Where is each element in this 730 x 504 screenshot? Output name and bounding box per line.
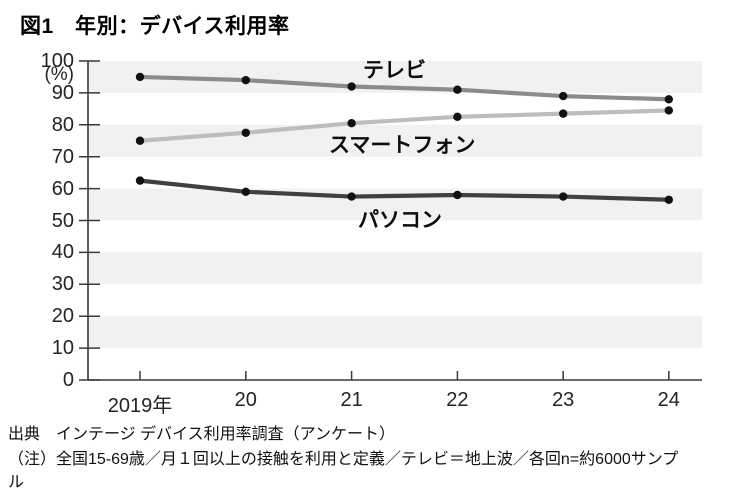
- y-axis-unit-label: (%): [44, 64, 74, 85]
- data-point-smartphone: [664, 106, 673, 115]
- y-tick-label: 20: [51, 305, 74, 328]
- grid-band: [88, 316, 702, 349]
- series-label-pc: パソコン: [358, 209, 442, 232]
- grid-band: [88, 252, 702, 285]
- y-tick-label: 80: [51, 113, 74, 136]
- data-point-tv: [135, 72, 145, 82]
- note-line: （注）全国15-69歳／月１回以上の接触を利用と定義／テレビ＝地上波／各回n=約…: [8, 451, 679, 491]
- y-tick-label: 40: [51, 241, 74, 264]
- grid-band: [88, 124, 702, 157]
- data-point-pc: [453, 190, 462, 200]
- figure-title: 図1 年別：デバイス利用率: [20, 15, 290, 38]
- y-tick-label: 10: [51, 337, 74, 360]
- series-label-tv: テレビ: [363, 59, 426, 82]
- y-tick-label: 30: [51, 273, 74, 296]
- data-point-smartphone: [453, 112, 462, 122]
- data-point-smartphone: [241, 128, 250, 137]
- y-tick-label: 100: [40, 50, 74, 72]
- series-label-smartphone: スマートフォン: [329, 134, 476, 157]
- y-tick-label: 60: [51, 177, 74, 200]
- x-tick-label: 20: [234, 389, 257, 411]
- data-point-tv: [559, 91, 568, 101]
- data-point-smartphone: [559, 109, 568, 118]
- y-tick-label: 50: [51, 209, 74, 232]
- x-tick-label: 23: [552, 389, 575, 411]
- x-tick-label: 24: [657, 389, 680, 411]
- data-point-tv: [453, 85, 462, 94]
- data-point-pc: [135, 176, 145, 185]
- footer-notes: 出典 インテージ デバイス利用率調査（アンケート） （注）全国15-69歳／月１…: [8, 420, 724, 494]
- y-tick-label: 0: [62, 369, 74, 391]
- series-line-pc: [139, 178, 669, 202]
- data-point-tv: [347, 82, 356, 91]
- data-point-pc: [241, 187, 250, 196]
- data-point-tv: [241, 75, 250, 85]
- x-tick-label: 2019年: [107, 395, 173, 417]
- y-tick-label: 70: [51, 145, 74, 168]
- data-point-pc: [347, 192, 356, 201]
- x-tick-label: 22: [446, 389, 469, 411]
- series-line-smartphone: [139, 108, 669, 143]
- data-point-pc: [664, 195, 673, 204]
- data-point-tv: [664, 95, 673, 104]
- data-point-smartphone: [347, 119, 356, 128]
- x-tick-label: 21: [340, 389, 363, 411]
- data-point-pc: [559, 192, 568, 201]
- series-line-tv: [139, 74, 669, 102]
- y-tick-label: 90: [51, 81, 74, 104]
- source-line: 出典 インテージ デバイス利用率調査（アンケート）: [8, 426, 396, 443]
- data-point-smartphone: [135, 136, 145, 145]
